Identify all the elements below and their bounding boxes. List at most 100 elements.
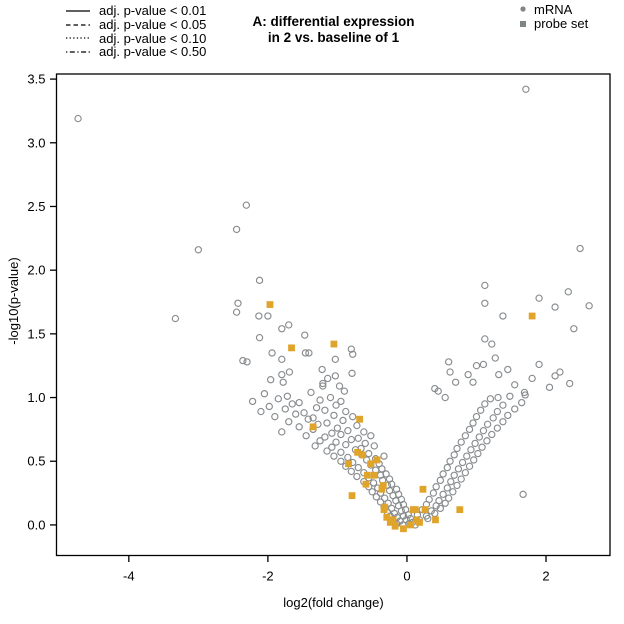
data-point-mrna [372, 493, 381, 501]
y-axis-label: -log10(p-value) [6, 257, 21, 345]
data-point-mrna [441, 499, 449, 507]
data-point-mrna [295, 423, 303, 431]
data-point-mrna [349, 350, 357, 358]
data-point-probe-set [378, 485, 386, 493]
data-point-mrna [441, 393, 449, 402]
data-point-mrna [302, 432, 310, 440]
data-point-mrna [483, 420, 492, 428]
data-point-mrna [443, 484, 451, 492]
x-tick-label: -4 [123, 569, 135, 584]
data-point-mrna [483, 437, 491, 445]
data-point-probe-set [456, 506, 464, 514]
data-point-mrna [278, 428, 286, 436]
data-point-mrna [458, 458, 467, 467]
data-point-mrna [545, 383, 554, 392]
data-point-mrna [319, 379, 327, 388]
data-point-mrna [481, 335, 489, 343]
y-tick-label: 3.0 [27, 135, 45, 150]
data-point-mrna [361, 439, 369, 448]
data-point-mrna [328, 429, 336, 437]
legend-label: adj. p-value < 0.10 [99, 30, 207, 46]
data-point-mrna [279, 378, 287, 386]
data-point-probe-set [309, 423, 317, 431]
data-point-mrna [493, 424, 502, 432]
data-point-mrna [521, 391, 529, 399]
legend-item-p001: adj. p-value < 0.01 [66, 3, 206, 18]
data-point-mrna [266, 376, 275, 384]
y-tick-label: 2.5 [27, 199, 45, 214]
data-point-mrna [268, 349, 276, 357]
data-point-mrna [370, 442, 378, 450]
pvalue-line-legend: adj. p-value < 0.01 adj. p-value < 0.05 … [66, 3, 207, 59]
data-point-mrna [457, 475, 465, 483]
data-point-mrna [257, 407, 265, 416]
data-point-mrna [439, 470, 447, 478]
data-point-mrna [519, 490, 527, 499]
data-point-mrna [445, 358, 453, 366]
data-point-mrna [499, 401, 507, 409]
data-point-mrna [347, 435, 356, 444]
data-point-mrna [457, 438, 465, 446]
data-point-mrna [384, 499, 392, 507]
data-point-mrna [556, 368, 564, 376]
probe-set-square-icon [520, 20, 526, 27]
data-point-mrna [312, 404, 321, 412]
data-point-mrna [470, 456, 478, 464]
data-point-mrna [354, 434, 362, 442]
data-point-mrna [74, 114, 82, 123]
data-point-mrna [340, 387, 349, 395]
data-point-mrna [564, 288, 572, 296]
data-point-mrna [474, 449, 482, 458]
plot-box [55, 73, 611, 557]
data-point-mrna [439, 490, 447, 499]
data-point-mrna [255, 334, 264, 342]
legend-label: probe set [534, 16, 589, 32]
data-point-mrna [551, 372, 559, 380]
data-point-mrna [330, 411, 338, 420]
data-point-probe-set [391, 522, 399, 530]
data-point-mrna [443, 463, 451, 472]
data-point-mrna [300, 409, 308, 417]
data-point-mrna [307, 388, 315, 397]
data-point-probe-set [419, 485, 427, 493]
data-point-mrna [434, 387, 442, 395]
data-point-mrna [551, 303, 559, 311]
data-point-mrna [376, 498, 385, 506]
data-point-mrna [339, 416, 347, 425]
data-point-mrna [239, 356, 247, 365]
data-point-mrna [494, 393, 502, 402]
data-point-mrna [436, 476, 445, 485]
data-point-mrna [353, 472, 361, 481]
data-point-mrna [511, 381, 519, 389]
data-point-mrna [461, 469, 470, 477]
data-point-probe-set [266, 301, 274, 308]
data-point-mrna [453, 444, 461, 453]
data-point-mrna [446, 457, 454, 465]
data-point-mrna [528, 374, 536, 383]
data-point-mrna [323, 419, 331, 427]
data-point-mrna [499, 418, 507, 426]
data-point-mrna [265, 402, 273, 411]
data-point-mrna [281, 405, 289, 413]
legend-item-mrna: mRNA [518, 2, 588, 17]
y-tick-label: 2.0 [27, 263, 45, 278]
data-point-mrna [435, 497, 443, 505]
data-point-mrna [324, 374, 332, 383]
legend-label: mRNA [534, 1, 573, 17]
data-point-mrna [387, 480, 396, 488]
data-point-mrna [461, 432, 470, 440]
data-point-probe-set [288, 344, 295, 352]
data-point-probe-set [359, 451, 366, 459]
data-point-mrna [380, 452, 388, 460]
data-point-mrna [478, 443, 486, 451]
data-point-mrna [464, 370, 472, 379]
data-point-mrna [333, 424, 342, 432]
data-point-mrna [454, 465, 463, 473]
x-tick-label: 0 [403, 569, 410, 584]
data-point-mrna [242, 201, 251, 209]
data-point-mrna [476, 406, 485, 414]
data-point-mrna [488, 340, 496, 348]
data-point-mrna [288, 400, 296, 408]
data-point-mrna [243, 358, 251, 366]
